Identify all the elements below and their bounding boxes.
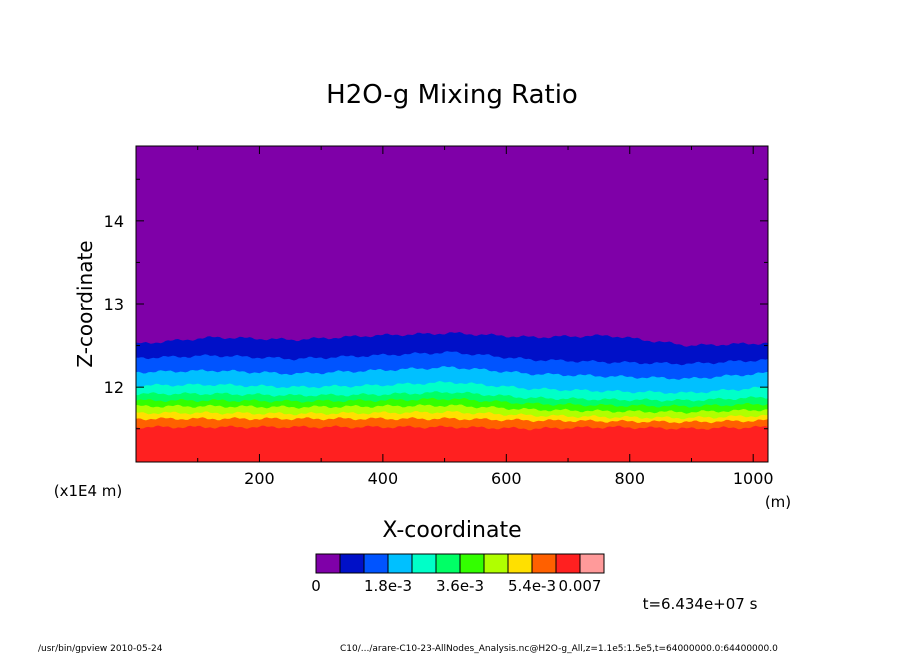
colorbar-swatch [531,553,557,574]
plot-area [136,146,768,462]
colorbar-tick-label: 5.4e-3 [508,577,556,595]
footer-right: C10/.../arare-C10-23-AllNodes_Analysis.n… [340,644,778,654]
colorbar-tick-label: 0.007 [559,577,602,595]
y-axis-label: Z-coordinate [73,240,97,367]
colorbar-swatch [579,553,605,574]
x-tick-label: 400 [368,469,399,488]
time-label: t=6.434e+07 s [643,595,758,613]
y-axis-unit: (x1E4 m) [54,482,123,500]
chart-title: H2O-g Mixing Ratio [326,80,578,110]
x-tick-label: 1000 [733,469,774,488]
x-tick-label: 800 [614,469,645,488]
colorbar-swatch [555,553,581,574]
x-axis: 200 400 600 800 1000 [197,146,774,488]
y-tick-label: 14 [104,212,124,231]
colorbar-swatch [459,553,485,574]
y-axis: 12 13 14 [104,178,768,430]
colorbar-swatch [339,553,365,574]
colorbar-swatch [315,553,341,574]
x-axis-label: X-coordinate [382,518,521,543]
y-tick-label: 13 [104,295,124,314]
x-axis-unit: (m) [765,493,791,511]
x-tick-label: 200 [244,469,275,488]
colorbar-tick-label: 3.6e-3 [436,577,484,595]
colorbar-swatch [507,553,533,574]
band-level-10 [136,425,768,462]
colorbar-swatch [411,553,437,574]
colorbar-swatch [387,553,413,574]
colorbar-swatch [483,553,509,574]
footer-left: /usr/bin/gpview 2010-05-24 [38,644,163,654]
colorbar-swatch [435,553,461,574]
colorbar-tick-label: 0 [311,577,321,595]
colorbar-tick-label: 1.8e-3 [364,577,412,595]
colorbar: 0 1.8e-3 3.6e-3 5.4e-3 0.007 [311,553,605,595]
x-tick-label: 600 [491,469,522,488]
colorbar-swatch [363,553,389,574]
y-tick-label: 12 [104,378,124,397]
